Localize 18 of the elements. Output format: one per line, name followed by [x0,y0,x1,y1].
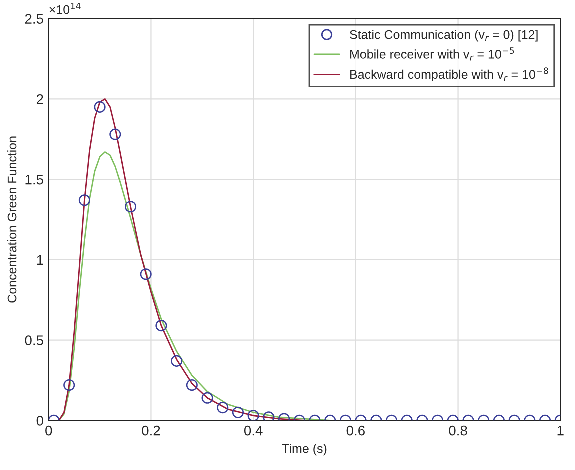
x-tick-label: 0.8 [449,426,468,436]
legend-label: Static Communication (v$_{r}$ = 0) [12] [350,30,538,42]
x-axis-title: Time (s) [282,444,327,456]
y-tick-label: 1 [37,255,44,265]
y-tick-label: 2 [36,94,44,104]
text: ×10$^{14}$ [50,2,81,14]
x-tick-label: 0.4 [244,426,263,436]
y-axis-title: Concentration Green Function [8,136,17,303]
y-tick-label: 1.5 [26,175,44,185]
y-tick-label: 0.5 [25,336,44,346]
legend-label: Backward compatible with v$_{r}$ = 10$^{−8}$ [350,68,548,82]
legend-label: Mobile receiver with v$_{r}$ = 10$^{−5}$ [350,48,514,61]
x-tick-label: 0.6 [346,426,365,436]
y-tick-label: 2.5 [25,14,44,24]
y-tick-label: 0 [36,416,44,426]
x-tick-label: 1 [558,426,564,436]
x-tick-label: 0 [46,426,52,436]
x-tick-label: 0.2 [142,426,160,436]
